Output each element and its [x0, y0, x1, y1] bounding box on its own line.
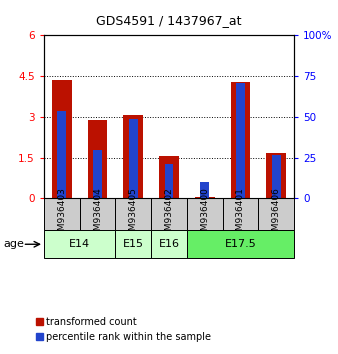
- Bar: [123, 115, 143, 198]
- Text: GSM936401: GSM936401: [236, 187, 245, 242]
- Bar: [187, 230, 294, 258]
- Bar: [88, 120, 107, 198]
- Bar: [57, 112, 66, 198]
- Bar: [52, 80, 72, 198]
- Bar: [223, 198, 258, 230]
- Text: GSM936406: GSM936406: [272, 187, 281, 242]
- Bar: [159, 156, 179, 198]
- Text: GSM936405: GSM936405: [129, 187, 138, 242]
- Text: GSM936400: GSM936400: [200, 187, 209, 242]
- Text: GSM936402: GSM936402: [165, 187, 173, 241]
- Bar: [187, 198, 223, 230]
- Bar: [44, 198, 80, 230]
- Text: E15: E15: [123, 239, 144, 249]
- Text: age: age: [3, 239, 24, 249]
- Bar: [115, 198, 151, 230]
- Text: E14: E14: [69, 239, 90, 249]
- Bar: [231, 82, 250, 198]
- Text: E17.5: E17.5: [224, 239, 256, 249]
- Text: GSM936403: GSM936403: [57, 187, 66, 242]
- Text: GDS4591 / 1437967_at: GDS4591 / 1437967_at: [96, 13, 242, 27]
- Bar: [195, 197, 215, 198]
- Bar: [151, 198, 187, 230]
- Bar: [115, 230, 151, 258]
- Bar: [151, 230, 187, 258]
- Bar: [80, 198, 115, 230]
- Bar: [236, 83, 245, 198]
- Bar: [165, 164, 173, 198]
- Bar: [272, 155, 281, 198]
- Bar: [93, 150, 102, 198]
- Bar: [129, 119, 138, 198]
- Bar: [258, 198, 294, 230]
- Bar: [266, 153, 286, 198]
- Bar: [200, 182, 209, 198]
- Legend: transformed count, percentile rank within the sample: transformed count, percentile rank withi…: [32, 313, 215, 346]
- Text: E16: E16: [159, 239, 179, 249]
- Bar: [44, 230, 115, 258]
- Text: GSM936404: GSM936404: [93, 187, 102, 241]
